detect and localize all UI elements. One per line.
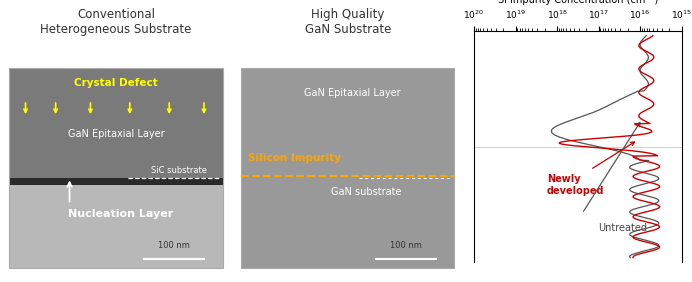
Bar [241, 68, 455, 268]
Text: Silicon Impurity: Silicon Impurity [248, 153, 341, 163]
Text: GaN Epitaxial Layer: GaN Epitaxial Layer [68, 129, 164, 139]
Text: 100 nm: 100 nm [158, 241, 190, 250]
Text: GaN Epitaxial Layer: GaN Epitaxial Layer [304, 88, 401, 98]
Text: Nucleation Layer: Nucleation Layer [68, 209, 173, 219]
Text: SiC substrate: SiC substrate [151, 166, 207, 175]
Text: GaN substrate: GaN substrate [331, 187, 401, 197]
Bar [9, 182, 223, 268]
Bar [9, 68, 223, 182]
Text: Untreated: Untreated [599, 223, 648, 233]
Bar [9, 68, 223, 268]
X-axis label: Si Impurity Concentration (cm⁻³): Si Impurity Concentration (cm⁻³) [498, 0, 658, 5]
Text: High Quality
GaN Substrate: High Quality GaN Substrate [304, 8, 391, 36]
Text: Newly
developed: Newly developed [547, 174, 604, 196]
Bar [9, 179, 223, 186]
Text: Conventional
Heterogeneous Substrate: Conventional Heterogeneous Substrate [40, 8, 192, 36]
Text: Crystal Defect: Crystal Defect [74, 78, 158, 88]
Text: 100 nm: 100 nm [390, 241, 421, 250]
